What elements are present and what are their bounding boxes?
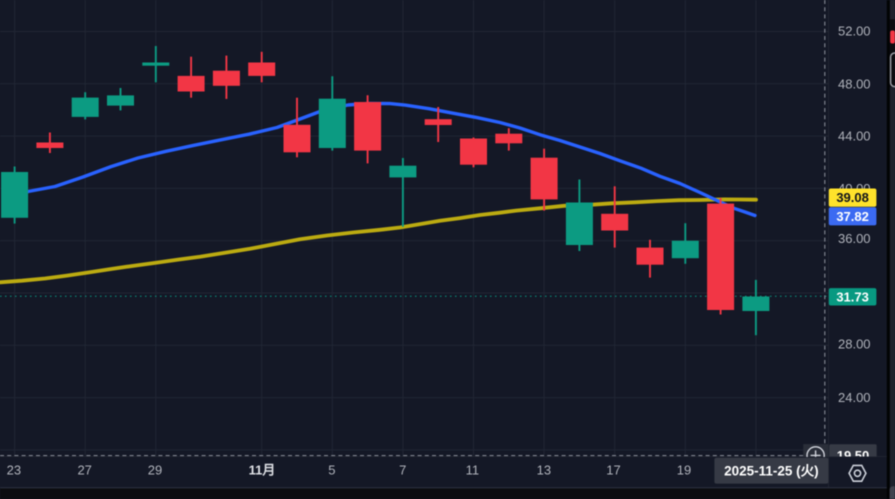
svg-text:52.00: 52.00 [838,23,871,38]
svg-text:17: 17 [606,463,620,478]
svg-text:19: 19 [677,463,691,478]
svg-text:11: 11 [466,463,480,478]
svg-text:5: 5 [328,463,335,478]
svg-text:37.82: 37.82 [836,209,869,224]
svg-text:36.00: 36.00 [838,231,871,246]
svg-text:29: 29 [148,463,162,478]
svg-text:7: 7 [399,463,406,478]
svg-text:31.73: 31.73 [836,289,869,304]
svg-text:48.00: 48.00 [838,76,871,91]
svg-text:2025-11-25 (火): 2025-11-25 (火) [724,463,819,478]
svg-text:23: 23 [7,463,21,478]
svg-text:39.08: 39.08 [836,190,869,205]
svg-text:44.00: 44.00 [838,129,871,144]
svg-text:19.50: 19.50 [837,448,870,463]
svg-text:24.00: 24.00 [838,390,871,405]
svg-text:11月: 11月 [249,463,276,478]
svg-text:13: 13 [537,463,551,478]
svg-text:28.00: 28.00 [838,337,871,352]
svg-text:27: 27 [77,463,91,478]
